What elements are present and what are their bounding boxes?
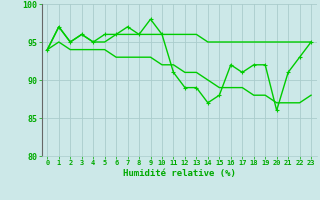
X-axis label: Humidité relative (%): Humidité relative (%) xyxy=(123,169,236,178)
